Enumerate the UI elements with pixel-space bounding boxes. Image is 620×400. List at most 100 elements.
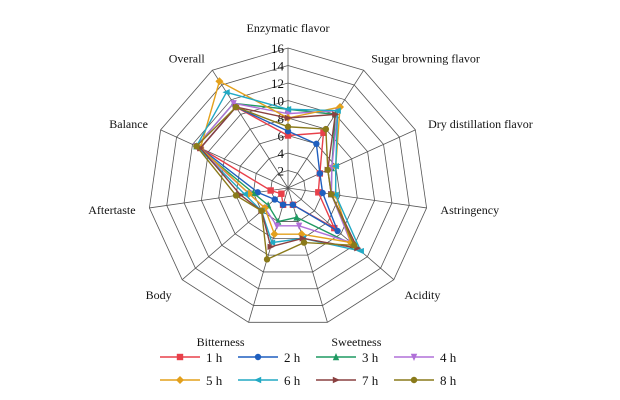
data-point-5h-5 [297, 230, 306, 239]
data-point-1h-8 [267, 187, 274, 194]
grid-ring-10 [200, 100, 376, 273]
tick-label-14: 14 [271, 59, 285, 74]
legend-item-6h: 6 h [238, 373, 301, 388]
data-point-6h-8 [240, 191, 248, 198]
data-point-2h-7 [271, 196, 278, 203]
spoke-5 [287, 187, 328, 323]
legend-label: 7 h [362, 373, 379, 388]
tick-label-8: 8 [278, 111, 285, 126]
series-line-6h [195, 91, 362, 253]
legend-marker [332, 353, 340, 361]
axis-label-astringency: Astringency [440, 203, 499, 217]
legend-label: 4 h [440, 350, 457, 365]
data-point-2h-0 [284, 127, 292, 135]
series-line-8h [195, 106, 356, 261]
data-point-1h-0 [284, 132, 292, 139]
legend-item-7h: 7 h [316, 373, 379, 388]
axis-label-enzymatic-flavor: Enzymatic flavor [247, 21, 330, 35]
axis-label-acidity: Acidity [404, 288, 440, 302]
data-point-2h-1 [313, 140, 320, 148]
data-point-7h-6 [267, 243, 275, 250]
legend-label: 1 h [206, 350, 223, 365]
legend-marker [410, 376, 418, 384]
data-point-8h-3 [328, 191, 335, 198]
axis-label-sweetness: Sweetness [331, 335, 381, 349]
tick-label-16: 16 [271, 41, 285, 56]
legend-item-5h: 5 h [160, 373, 223, 388]
grid-ring-12 [183, 82, 393, 290]
data-point-2h-6 [279, 201, 287, 208]
data-point-8h-7 [258, 207, 265, 215]
legend-item-2h: 2 h [238, 350, 301, 365]
data-point-8h-0 [284, 123, 292, 130]
spoke-8 [149, 187, 289, 209]
data-point-1h-4 [331, 224, 338, 232]
axis-label-overall: Overall [169, 51, 206, 65]
data-point-2h-2 [316, 170, 324, 177]
data-point-6h-3 [331, 191, 339, 199]
spoke-2 [287, 129, 416, 189]
axis-label-body: Body [146, 288, 172, 302]
data-point-2h-8 [254, 189, 261, 196]
data-point-8h-2 [324, 166, 331, 174]
data-point-4h-6 [273, 222, 281, 230]
legend-label: 2 h [284, 350, 301, 365]
data-point-7h-1 [332, 111, 340, 118]
data-point-1h-7 [278, 190, 285, 197]
radar-grid [149, 47, 427, 323]
data-point-2h-4 [334, 227, 341, 235]
axis-label-balance: Balance [109, 117, 148, 131]
data-point-6h-10 [222, 89, 230, 96]
legend-label: 8 h [440, 373, 457, 388]
legend-item-4h: 4 h [394, 350, 457, 365]
data-point-8h-9 [193, 142, 200, 150]
axis-label-sugar-browning-flavor: Sugar browning flavor [371, 51, 480, 65]
spoke-10 [211, 70, 289, 189]
spoke-7 [181, 187, 289, 280]
data-point-6h-6 [267, 239, 276, 246]
data-point-5h-10 [215, 77, 224, 86]
legend-marker [410, 353, 418, 361]
data-point-8h-10 [232, 103, 240, 111]
data-point-4h-5 [295, 222, 303, 230]
grid-ring-16 [149, 47, 427, 323]
series-6h [192, 89, 364, 255]
data-point-1h-1 [320, 129, 327, 136]
legend-marker [254, 353, 262, 361]
tick-label-2: 2 [278, 164, 285, 179]
legend-marker [176, 353, 184, 361]
series-line-7h [199, 106, 359, 250]
legend-label: 6 h [284, 373, 301, 388]
axis-label-bitterness: Bitterness [197, 335, 245, 349]
legend-item-3h: 3 h [316, 350, 379, 365]
data-series [192, 77, 364, 263]
axis-label-dry-distillation-flavor: Dry distillation flavor [428, 117, 533, 131]
spoke-6 [248, 187, 289, 323]
data-point-4h-10 [230, 100, 237, 108]
data-point-7h-5 [299, 235, 307, 242]
data-point-6h-1 [333, 107, 341, 114]
axis-label-aftertaste: Aftertaste [88, 203, 135, 217]
data-point-2h-5 [289, 201, 297, 208]
grid-ring-14 [166, 65, 410, 306]
legend-label: 3 h [362, 350, 379, 365]
legend-item-1h: 1 h [160, 350, 223, 365]
legend-marker [176, 376, 184, 384]
data-point-1h-3 [315, 189, 322, 196]
data-point-3h-5 [293, 213, 300, 221]
data-point-8h-6 [263, 256, 271, 263]
data-point-6h-2 [331, 162, 339, 170]
grid-ring-8 [218, 117, 358, 256]
data-point-8h-1 [322, 125, 330, 133]
axis-labels: Enzymatic flavor Sugar browning flavor Dry… [88, 21, 532, 349]
series-8h [193, 103, 358, 263]
data-point-7h-0 [284, 114, 292, 122]
spoke-4 [287, 187, 395, 280]
legend-label: 5 h [206, 373, 223, 388]
legend-marker [254, 376, 262, 384]
legend-item-8h: 8 h [394, 373, 457, 388]
data-point-2h-3 [319, 189, 326, 197]
data-point-6h-4 [356, 247, 364, 255]
